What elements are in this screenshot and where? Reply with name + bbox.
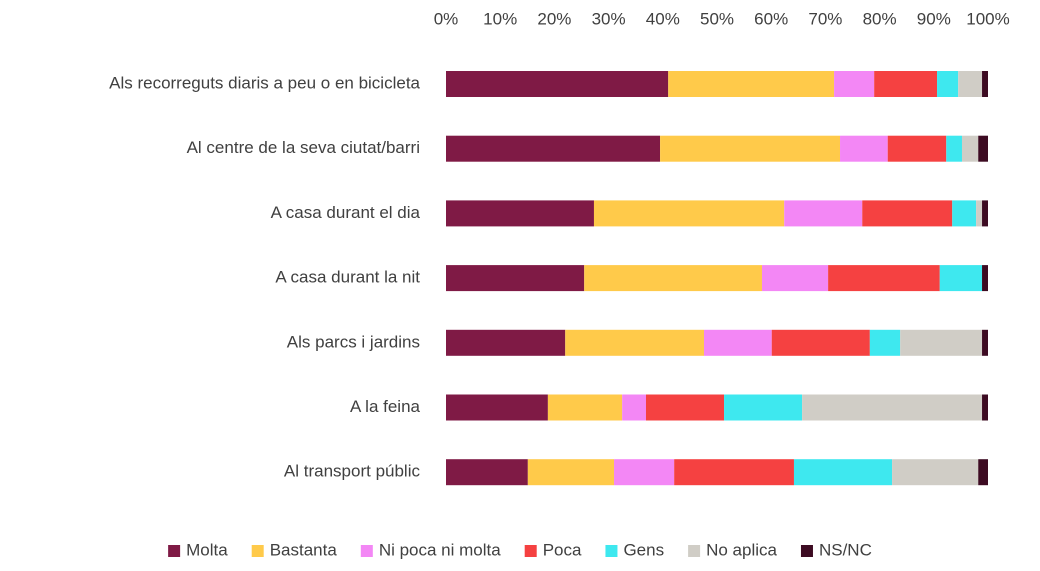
bar-segment — [547, 394, 623, 421]
bar-segment — [761, 265, 829, 292]
x-tick-label: 10% — [483, 9, 517, 28]
bar-segment — [982, 71, 988, 97]
bar-segment — [724, 394, 803, 421]
bar-segment — [976, 200, 983, 227]
bar-segment — [446, 200, 594, 227]
legend-label: Poca — [543, 540, 582, 559]
bar-segment — [527, 459, 615, 486]
x-tick-label: 90% — [917, 9, 951, 28]
bar-segment — [952, 200, 977, 227]
legend-label: No aplica — [706, 540, 777, 559]
legend-swatch — [800, 545, 813, 557]
y-tick-label: A la feina — [350, 397, 420, 416]
bar-segment — [793, 459, 893, 486]
legend-swatch — [524, 545, 537, 557]
bar-segment — [565, 329, 704, 356]
bar-segment — [446, 265, 585, 292]
bar-segment — [892, 459, 979, 486]
bar-segment — [584, 265, 762, 292]
bar-segment — [703, 329, 772, 356]
legend-swatch — [360, 545, 373, 557]
x-tick-label: 40% — [646, 9, 680, 28]
y-tick-label: Als recorreguts diaris a peu o en bicicl… — [109, 73, 420, 92]
y-tick-label: Als parcs i jardins — [287, 332, 420, 351]
y-tick-label: A casa durant la nit — [275, 268, 420, 287]
bar-segment — [645, 394, 725, 421]
bar-segment — [446, 71, 669, 97]
bar-segment — [982, 200, 988, 227]
bar-segment — [840, 135, 888, 162]
legend-swatch — [605, 545, 618, 557]
legend-label: Ni poca ni molta — [379, 540, 501, 559]
bar-segment — [446, 394, 548, 421]
bar-segment — [660, 135, 841, 162]
bar-segment — [446, 459, 528, 486]
bar-segment — [978, 459, 988, 486]
bar-segment — [446, 135, 661, 162]
bar-segment — [784, 200, 863, 227]
bar-segment — [869, 329, 901, 356]
x-tick-label: 50% — [700, 9, 734, 28]
bar-segment — [828, 265, 940, 292]
x-tick-label: 20% — [537, 9, 571, 28]
bar-segment — [939, 265, 983, 292]
bar-segment — [834, 71, 875, 97]
bar-segment — [446, 329, 566, 356]
bar-segment — [874, 71, 938, 97]
legend-label: Bastanta — [270, 540, 338, 559]
bar-segment — [900, 329, 983, 356]
legend-swatch — [168, 545, 181, 557]
bar-segment — [771, 329, 870, 356]
bar-segment — [668, 71, 835, 97]
bar-segment — [674, 459, 794, 486]
legend-swatch — [251, 545, 264, 557]
bar-segment — [802, 394, 983, 421]
legend-label: NS/NC — [819, 540, 872, 559]
bar-segment — [961, 135, 979, 162]
bar-segment — [887, 135, 947, 162]
y-tick-label: Al transport públic — [284, 462, 421, 481]
bar-segment — [978, 135, 988, 162]
x-tick-label: 100% — [966, 9, 1009, 28]
bar-segment — [614, 459, 675, 486]
bar-segment — [937, 71, 959, 97]
bar-segment — [622, 394, 646, 421]
legend-label: Molta — [186, 540, 228, 559]
x-tick-label: 80% — [863, 9, 897, 28]
y-tick-label: Al centre de la seva ciutat/barri — [187, 138, 420, 157]
x-tick-label: 60% — [754, 9, 788, 28]
x-tick-label: 30% — [592, 9, 626, 28]
bar-segment — [982, 265, 988, 292]
legend-label: Gens — [623, 540, 664, 559]
x-tick-label: 0% — [434, 9, 459, 28]
x-tick-label: 70% — [808, 9, 842, 28]
bar-segment — [958, 71, 983, 97]
legend-swatch — [688, 545, 701, 557]
bar-segment — [982, 329, 988, 356]
y-tick-label: A casa durant el dia — [271, 203, 421, 222]
bar-segment — [982, 394, 988, 421]
bar-segment — [862, 200, 953, 227]
bar-segment — [593, 200, 785, 227]
bar-segment — [946, 135, 962, 162]
